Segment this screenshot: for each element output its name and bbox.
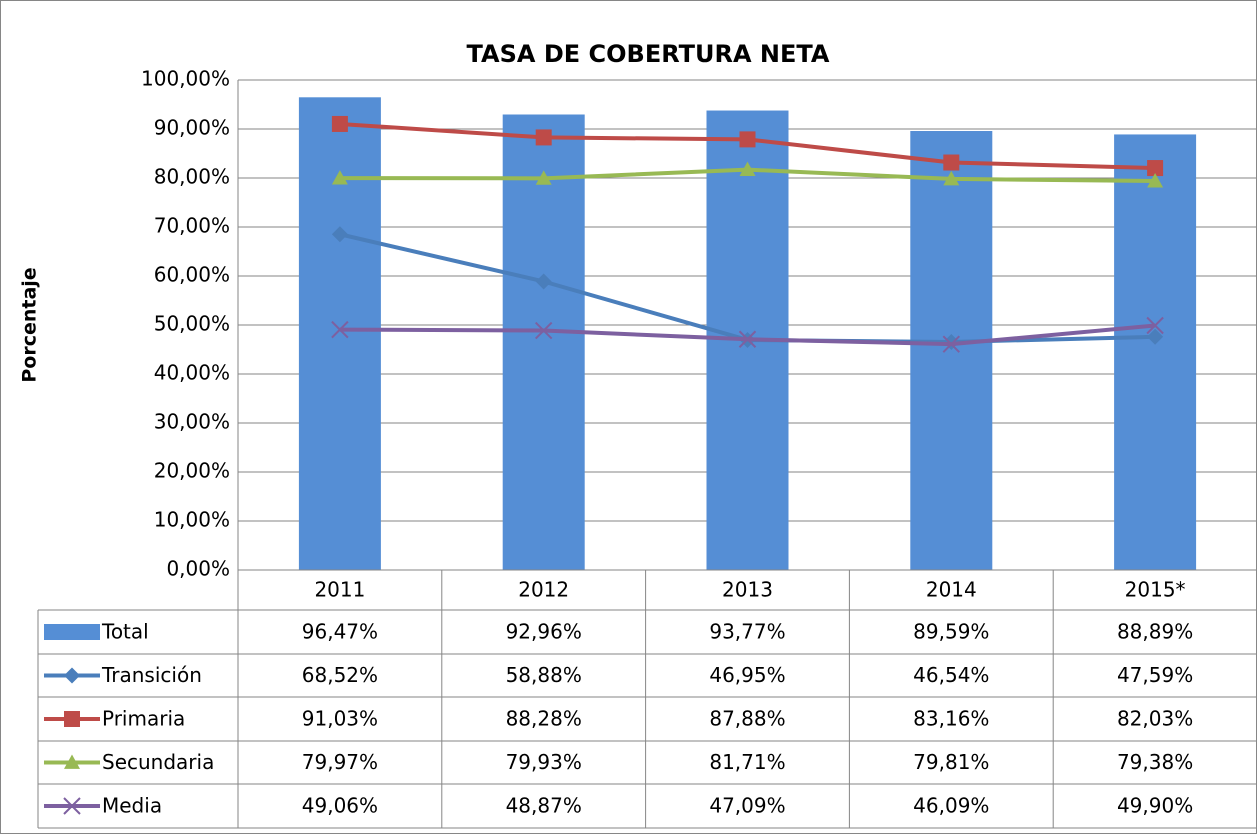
marker	[1147, 173, 1164, 188]
table-value: 83,16%	[913, 707, 989, 731]
table-value: 93,77%	[709, 620, 785, 644]
marker	[1147, 328, 1164, 345]
marker	[942, 335, 961, 353]
marker	[331, 226, 348, 243]
y-tick-label: 80,00%	[154, 165, 230, 189]
legend-label: Total	[101, 620, 149, 644]
x-tick-label: 2011	[314, 578, 365, 602]
chart-title: TASA DE COBERTURA NETA	[467, 40, 830, 68]
marker	[738, 330, 757, 348]
marker	[1146, 316, 1164, 335]
y-tick-label: 70,00%	[154, 214, 230, 238]
marker	[64, 711, 80, 727]
marker	[943, 170, 960, 186]
x-tick-label: 2012	[518, 578, 569, 602]
marker	[534, 321, 553, 340]
legend-swatch	[44, 624, 100, 640]
marker	[1147, 160, 1164, 177]
table-value: 92,96%	[506, 620, 582, 644]
legend-entry: Primaria	[44, 707, 185, 731]
bar	[910, 131, 993, 570]
marker	[331, 170, 348, 185]
table-value: 48,87%	[506, 794, 582, 818]
marker	[331, 320, 349, 339]
marker	[63, 797, 81, 815]
legend-entry: Secundaria	[44, 750, 214, 774]
bar	[502, 114, 585, 570]
x-tick-label: 2013	[722, 578, 773, 602]
y-tick-label: 50,00%	[154, 312, 230, 336]
table-value: 49,90%	[1117, 794, 1193, 818]
table-value: 79,97%	[302, 750, 378, 774]
y-axis-label: Porcentaje	[19, 267, 41, 382]
marker	[331, 115, 348, 132]
marker	[64, 754, 80, 769]
bar	[298, 97, 381, 570]
table-value: 82,03%	[1117, 707, 1193, 731]
legend-entry: Total	[44, 620, 149, 644]
table-value: 79,81%	[913, 750, 989, 774]
table-value: 89,59%	[913, 620, 989, 644]
legend-label: Media	[102, 794, 162, 818]
table-value: 46,95%	[709, 663, 785, 687]
legend-label: Primaria	[102, 707, 185, 731]
table-value: 58,88%	[506, 663, 582, 687]
marker	[535, 170, 552, 185]
marker	[535, 273, 552, 290]
table-value: 87,88%	[709, 707, 785, 731]
table-value: 79,93%	[506, 750, 582, 774]
table-value: 47,09%	[709, 794, 785, 818]
table-value: 96,47%	[302, 620, 378, 644]
legend-label: Secundaria	[102, 750, 214, 774]
legend-entry: Transición	[44, 663, 202, 687]
legend-label: Transición	[101, 663, 202, 687]
table-value: 47,59%	[1117, 663, 1193, 687]
table-value: 88,89%	[1117, 620, 1193, 644]
table-value: 79,38%	[1117, 750, 1193, 774]
y-tick-label: 20,00%	[154, 459, 230, 483]
table-value: 68,52%	[302, 663, 378, 687]
y-tick-label: 100,00%	[141, 67, 230, 91]
marker	[535, 129, 552, 146]
table-value: 91,03%	[302, 707, 378, 731]
x-tick-label: 2014	[926, 578, 977, 602]
marker	[943, 154, 960, 171]
y-tick-label: 30,00%	[154, 410, 230, 434]
table-value: 49,06%	[302, 794, 378, 818]
table-value: 46,09%	[913, 794, 989, 818]
marker	[64, 667, 80, 684]
legend-entry: Media	[44, 794, 162, 818]
table-value: 88,28%	[506, 707, 582, 731]
table-value: 46,54%	[913, 663, 989, 687]
y-tick-label: 10,00%	[154, 508, 230, 532]
y-tick-label: 90,00%	[154, 116, 230, 140]
y-tick-label: 40,00%	[154, 361, 230, 385]
y-tick-label: 0,00%	[166, 557, 230, 581]
y-tick-label: 60,00%	[154, 263, 230, 287]
marker	[739, 161, 756, 177]
table-value: 81,71%	[709, 750, 785, 774]
marker	[739, 131, 756, 148]
bar	[1114, 134, 1197, 570]
x-tick-label: 2015*	[1125, 578, 1186, 602]
